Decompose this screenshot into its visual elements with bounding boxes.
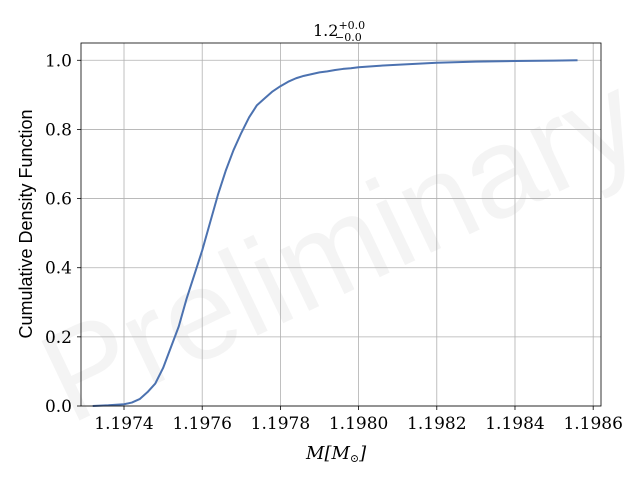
x-axis-label-script: M <box>305 443 325 464</box>
x-axis-label-close: ] <box>358 443 367 464</box>
plot-frame <box>80 42 602 407</box>
y-tick-label: 0.8 <box>45 120 72 140</box>
y-tick-label: 0.0 <box>45 397 72 417</box>
ticks: 1.1974 1.1976 1.1978 1.1980 1.1982 1.1984 1.19… <box>45 51 623 434</box>
x-tick-label: 1.1984 <box>485 414 544 434</box>
y-axis-label: Cumulative Density Function <box>16 109 36 338</box>
x-axis-label: M[M⊙] <box>305 443 367 465</box>
x-tick-label: 1.1978 <box>251 414 310 434</box>
x-axis-label-unit: [M <box>324 443 350 464</box>
x-tick-label: 1.1982 <box>407 414 466 434</box>
chart-title: 1.2+0.0 −0.0 <box>313 19 365 44</box>
y-tick-label: 0.4 <box>45 259 72 279</box>
title-sup: +0.0 <box>338 19 365 32</box>
y-tick-label: 0.2 <box>45 328 72 348</box>
x-tick-label: 1.1974 <box>94 414 153 434</box>
x-tick-label: 1.1986 <box>563 414 622 434</box>
y-tick-label: 1.0 <box>45 51 72 71</box>
title-sub: −0.0 <box>335 31 362 44</box>
y-tick-label: 0.6 <box>45 190 72 210</box>
title-main: 1.2 <box>313 21 338 40</box>
x-tick-label: 1.1976 <box>172 414 231 434</box>
x-axis-label-sun: ⊙ <box>350 452 359 465</box>
x-tick-label: 1.1980 <box>329 414 388 434</box>
preliminary-watermark: Preliminary <box>20 46 640 451</box>
cdf-line <box>92 59 578 407</box>
